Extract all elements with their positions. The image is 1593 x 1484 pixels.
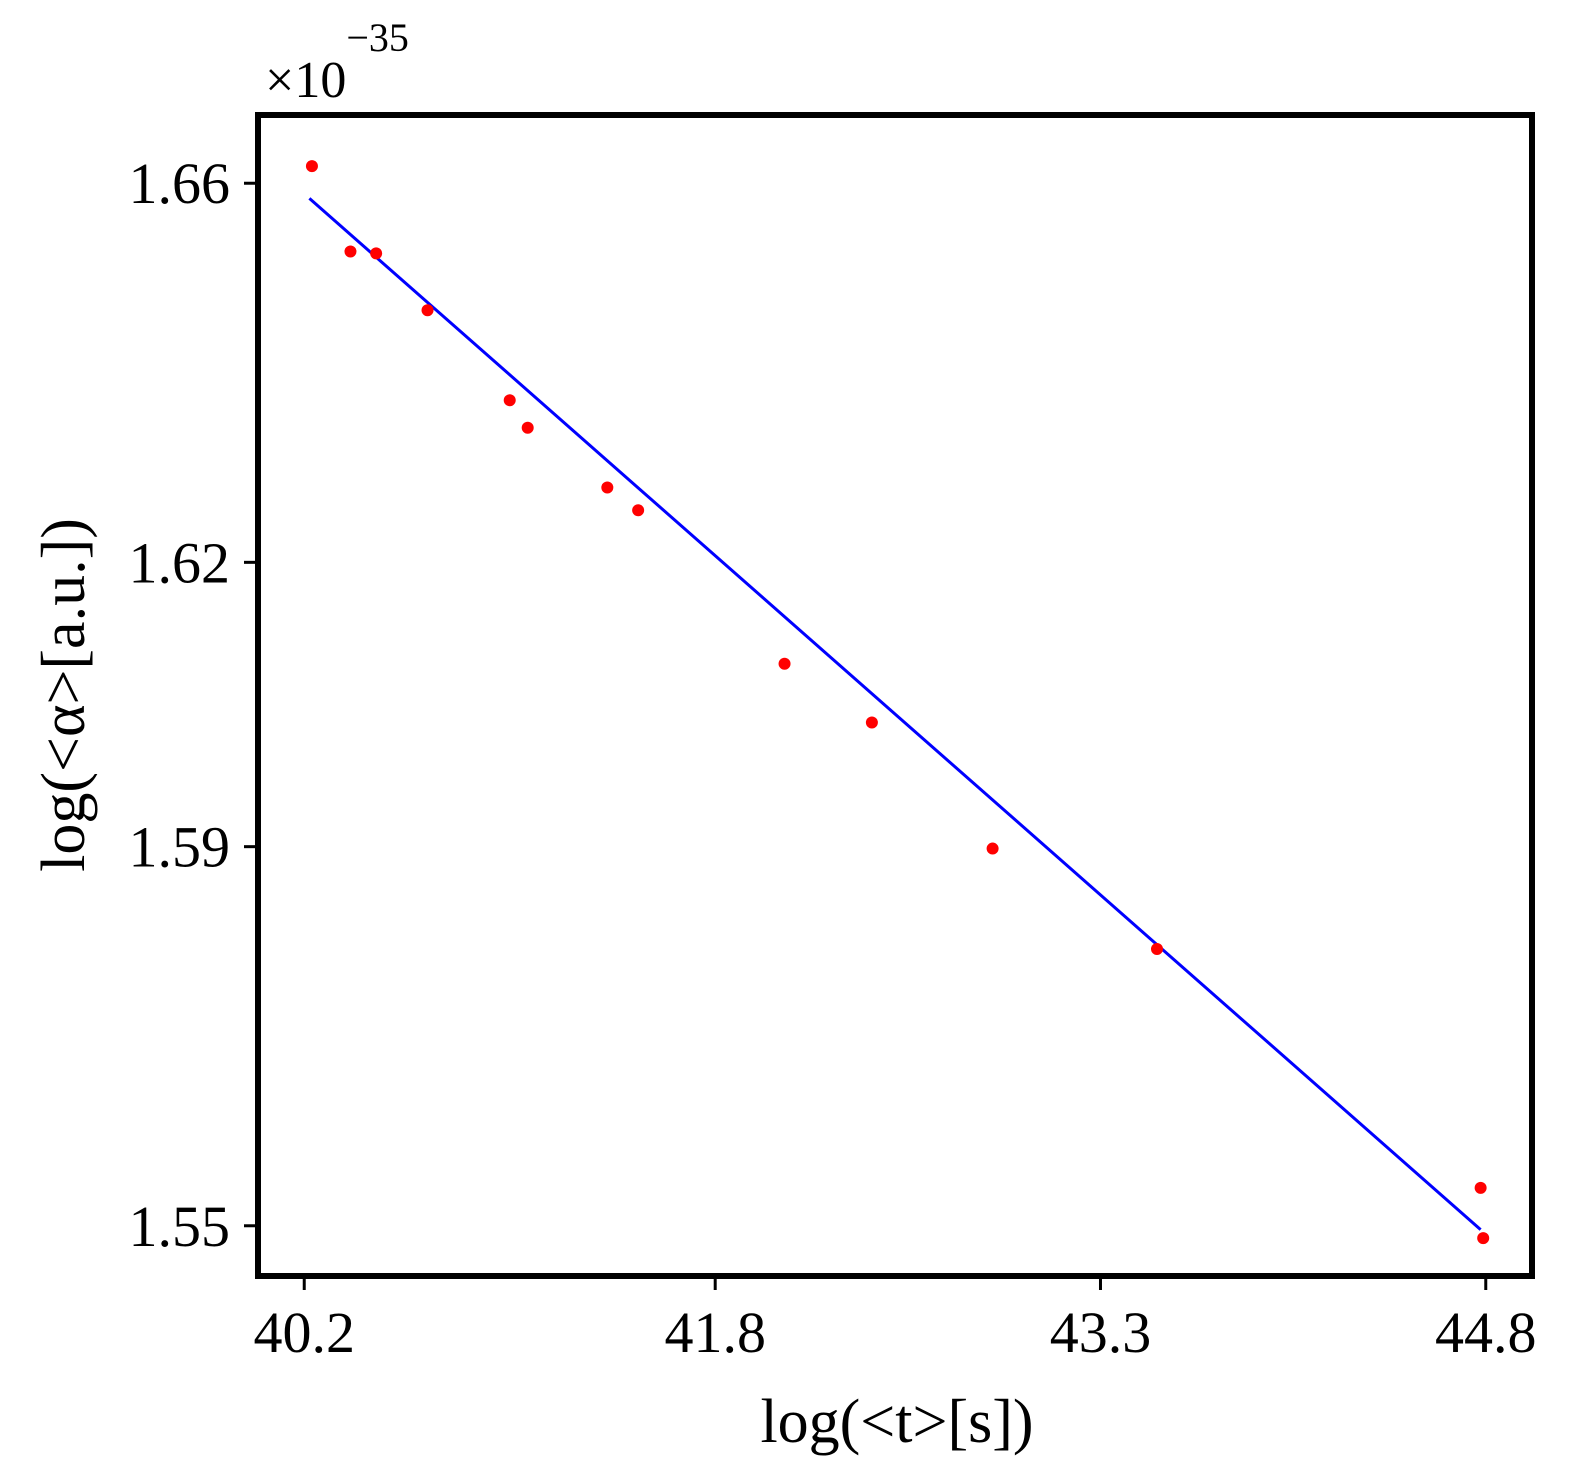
- data-point: [778, 657, 791, 670]
- data-point: [601, 481, 614, 494]
- x-tick-label: 44.8: [1435, 1300, 1537, 1365]
- y-tick-label: 1.62: [129, 530, 231, 595]
- y-multiplier-exponent: −35: [346, 15, 409, 60]
- y-multiplier-base: ×10: [265, 52, 346, 109]
- data-point: [1150, 943, 1163, 956]
- data-point: [986, 842, 999, 855]
- y-tick-label: 1.55: [129, 1194, 231, 1259]
- axis-ticks: [244, 181, 1488, 1290]
- data-point: [865, 716, 878, 729]
- data-point: [344, 245, 357, 258]
- data-point: [1474, 1181, 1487, 1194]
- tick-labels: 40.2 41.8 43.3 44.8 1.55 1.59 1.62 1.66: [129, 151, 1537, 1365]
- y-tick-label: 1.59: [129, 815, 231, 880]
- fit-line: [308, 197, 1482, 1231]
- y-multiplier-label: ×10−35: [265, 15, 409, 109]
- data-point: [421, 304, 434, 317]
- data-point: [370, 247, 383, 260]
- fit-line-layer: [308, 197, 1482, 1231]
- x-tick-label: 41.8: [664, 1300, 766, 1365]
- plot-frame: [255, 112, 1535, 1279]
- x-tick-label: 43.3: [1050, 1300, 1152, 1365]
- x-tick-label: 40.2: [253, 1300, 355, 1365]
- data-points-layer: [305, 160, 1490, 1245]
- data-point: [1477, 1232, 1490, 1245]
- data-point: [305, 160, 318, 173]
- y-axis-label: log(<α>[a.u.]): [30, 518, 98, 872]
- data-point: [521, 421, 534, 434]
- data-point: [632, 504, 645, 517]
- data-point: [503, 394, 516, 407]
- y-tick-label: 1.66: [129, 151, 231, 216]
- x-axis-label: log(<t>[s]): [760, 1388, 1033, 1456]
